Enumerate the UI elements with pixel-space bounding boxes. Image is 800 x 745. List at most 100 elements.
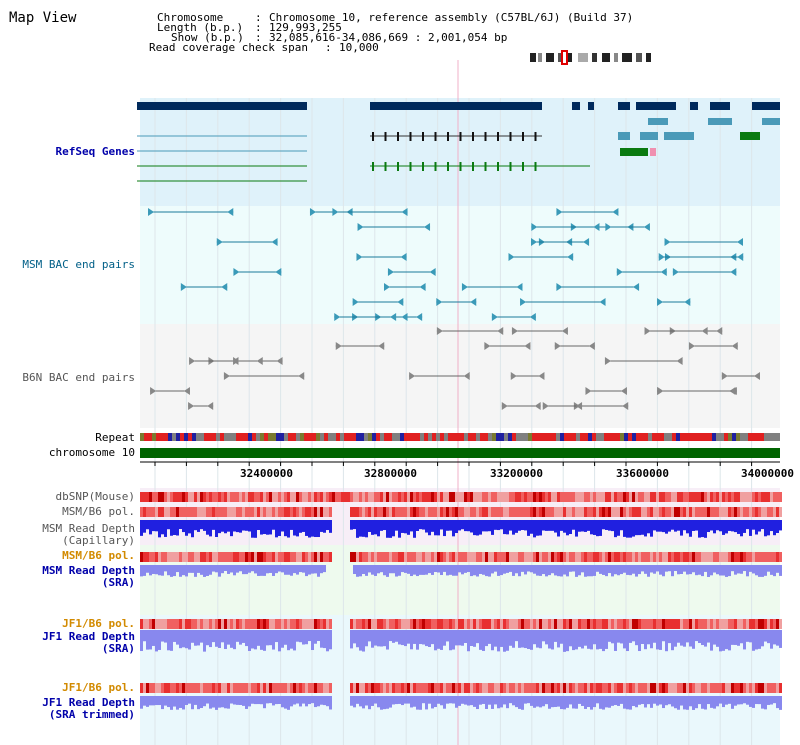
read-depth-bar [620, 520, 623, 531]
read-depth-bar [647, 696, 650, 705]
repeat-block [364, 433, 368, 441]
polymorphism-block [206, 683, 209, 693]
polymorphism-block [242, 683, 245, 693]
polymorphism-block [248, 619, 251, 629]
read-depth-bar [545, 520, 548, 531]
repeat-block [688, 433, 692, 441]
polymorphism-block [170, 619, 173, 629]
read-depth-bar [242, 630, 245, 643]
polymorphism-block [167, 552, 170, 562]
read-depth-bar [203, 696, 206, 707]
polymorphism-block [179, 683, 182, 693]
map-view-title: Map View [9, 10, 77, 26]
repeat-block [316, 433, 320, 441]
polymorphism-block [167, 619, 170, 629]
polymorphism-block [599, 552, 602, 562]
gene-bar [762, 118, 780, 125]
repeat-block [260, 433, 264, 441]
polymorphism-block [770, 492, 773, 502]
polymorphism-block [182, 507, 185, 517]
polymorphism-block [248, 492, 251, 502]
read-depth-bar [374, 696, 377, 704]
polymorphism-block [644, 619, 647, 629]
polymorphism-block [239, 507, 242, 517]
polymorphism-block [350, 619, 353, 629]
polymorphism-block [545, 492, 548, 502]
repeat-block [572, 433, 576, 441]
read-depth-bar [224, 630, 227, 650]
polymorphism-block [461, 492, 464, 502]
polymorphism-block [272, 507, 275, 517]
read-depth-bar [515, 520, 518, 533]
bac-end [334, 313, 341, 321]
polymorphism-block [698, 507, 701, 517]
gene-bar [650, 148, 656, 156]
polymorphism-block [365, 552, 368, 562]
read-depth-bar [584, 696, 587, 709]
polymorphism-block [407, 492, 410, 502]
repeat-block [768, 433, 772, 441]
polymorphism-block [668, 552, 671, 562]
gene-exon [459, 162, 462, 171]
polymorphism-block [227, 683, 230, 693]
read-depth-bar [425, 630, 428, 647]
read-depth-bar [233, 565, 236, 576]
bac-end [207, 402, 214, 410]
read-depth-bar [281, 696, 284, 708]
polymorphism-block [449, 492, 452, 502]
polymorphism-block [155, 552, 158, 562]
polymorphism-block [455, 683, 458, 693]
polymorphism-block [611, 552, 614, 562]
polymorphism-block [377, 552, 380, 562]
polymorphism-block [164, 507, 167, 517]
polymorphism-block [665, 619, 668, 629]
polymorphism-block [446, 683, 449, 693]
polymorphism-block [599, 619, 602, 629]
read-depth-bar [329, 630, 332, 650]
polymorphism-block [512, 492, 515, 502]
read-depth-bar [161, 630, 164, 642]
polymorphism-block [692, 683, 695, 693]
polymorphism-block [647, 552, 650, 562]
polymorphism-block [593, 619, 596, 629]
gene-exon [534, 162, 537, 171]
polymorphism-block [482, 683, 485, 693]
gene-exon [422, 132, 424, 141]
repeat-block [584, 433, 588, 441]
read-depth-bar [779, 520, 782, 531]
read-depth-bar [164, 520, 167, 537]
polymorphism-block [575, 492, 578, 502]
track-label-jf1-trim-2: (SRA trimmed) [48, 708, 135, 721]
polymorphism-block [452, 492, 455, 502]
read-depth-bar [284, 565, 287, 575]
polymorphism-block [584, 507, 587, 517]
read-depth-bar [518, 630, 521, 648]
polymorphism-block [266, 492, 269, 502]
repeat-block [184, 433, 188, 441]
polymorphism-block [314, 683, 317, 693]
repeat-block [268, 433, 272, 441]
bac-end [633, 283, 640, 291]
polymorphism-block [770, 683, 773, 693]
polymorphism-block [341, 492, 344, 502]
polymorphism-block [353, 507, 356, 517]
read-depth-bar [569, 630, 572, 647]
read-depth-bar [239, 520, 242, 533]
read-depth-bar [653, 565, 656, 574]
gene-bar [752, 102, 780, 110]
polymorphism-block [200, 507, 203, 517]
read-depth-bar [437, 696, 440, 704]
read-depth-bar [257, 565, 260, 576]
polymorphism-block [728, 507, 731, 517]
read-depth-bar [152, 565, 155, 574]
bac-end [524, 342, 531, 350]
polymorphism-block [224, 552, 227, 562]
chromosome-ideogram[interactable] [530, 50, 658, 65]
repeat-block [380, 433, 384, 441]
polymorphism-block [218, 492, 221, 502]
read-depth-bar [608, 696, 611, 708]
read-depth-bar [725, 520, 728, 534]
polymorphism-block [155, 619, 158, 629]
polymorphism-block [203, 507, 206, 517]
